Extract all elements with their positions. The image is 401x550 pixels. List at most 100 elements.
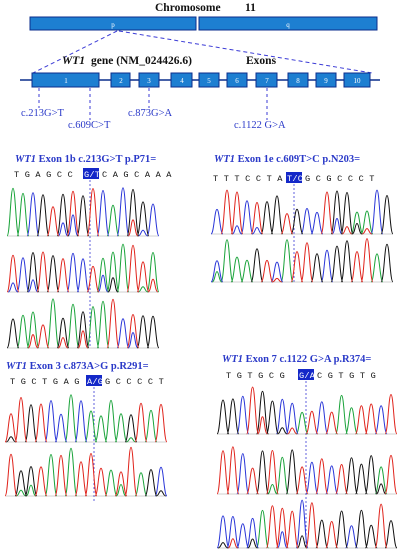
trace-peaks <box>256 449 387 495</box>
svg-text:WT1 Exon 3 c.873A>G p.R29: WT1 Exon 3 c.873A>G p.R291= <box>6 361 149 372</box>
trace-peaks <box>46 187 139 237</box>
trace-peaks <box>211 239 384 283</box>
trace-peaks <box>27 298 140 349</box>
exon-boxes <box>31 72 371 88</box>
trace-peaks <box>96 243 160 293</box>
exon-number: 4 <box>180 77 184 85</box>
chromatogram-trace <box>216 446 398 495</box>
sequence-before: T G C T G A G <box>10 377 80 387</box>
trace-peaks <box>16 298 110 349</box>
trace-peaks <box>216 390 288 435</box>
chromatogram-trace <box>210 189 394 235</box>
variant-labels: c.213G>T c.609C>T c.873G>A c.1122 G>A <box>21 108 286 131</box>
variant-label: c.873G>A <box>128 108 173 119</box>
panel-exon7-header: WT1 Exon 7 c.1122 G>A p.R374= T G T G C … <box>222 354 376 381</box>
svg-text:WT1 Exon 1b c.213G>T p.P71: WT1 Exon 1b c.213G>T p.P71= <box>15 154 156 165</box>
svg-text:WT1 Exon 7 c.1122 G>A p.R: WT1 Exon 7 c.1122 G>A p.R374= <box>222 354 371 365</box>
trace-peaks <box>350 210 374 235</box>
exon-9 <box>315 72 337 88</box>
trace-peaks <box>116 318 139 349</box>
trace-peaks <box>6 244 159 293</box>
sequence-before: T T T C C T A A <box>213 174 294 184</box>
sequence-before: T G A G C C <box>14 170 73 180</box>
trace-peaks <box>236 453 339 495</box>
exon-6 <box>226 72 248 88</box>
svg-text:WT1 Exon 1e c.609T>C p.N20: WT1 Exon 1e c.609T>C p.N203= <box>214 154 360 165</box>
trace-peaks <box>210 249 334 283</box>
exon-number: 7 <box>265 77 269 85</box>
exon-number: 8 <box>296 77 300 85</box>
trace-peaks <box>250 240 394 283</box>
exon-number: 3 <box>147 77 151 85</box>
sequence-after: C A G C A A A <box>102 170 172 180</box>
trace-peaks <box>217 509 398 549</box>
chromatogram-trace <box>210 238 394 283</box>
sequence-after: G C C C C T <box>105 377 164 387</box>
zoom-line-right <box>118 30 373 74</box>
exon-number: 5 <box>207 77 211 85</box>
exons-label: Exons <box>246 55 277 67</box>
trace-peaks <box>6 311 160 349</box>
exon-number: 10 <box>354 77 362 85</box>
sequence-before: T G T G C G <box>226 371 285 381</box>
trace-peaks <box>64 394 158 443</box>
zoom-line-left <box>32 30 118 74</box>
q-arm-label: q <box>286 21 290 29</box>
trace-peaks <box>15 447 148 497</box>
exon-10 <box>343 72 371 88</box>
trace-peaks <box>220 189 373 235</box>
chromosome-p-arm <box>29 16 197 31</box>
variant-highlight <box>298 369 314 380</box>
trace-peaks <box>44 400 88 443</box>
trace-peaks <box>256 509 269 549</box>
exon-5 <box>198 72 220 88</box>
exon-number: 6 <box>235 77 239 85</box>
trace-peaks <box>295 394 358 435</box>
gene-accession: gene (NM_024426.6) <box>91 55 192 67</box>
trace-peaks <box>236 395 388 435</box>
panel-exon1e-header: WT1 Exon 1e c.609T>C p.N203= T T T C C T… <box>213 154 374 184</box>
exon-numbers: 1 2 3 4 5 6 7 8 9 10 <box>64 77 361 85</box>
trace-peaks <box>5 404 138 443</box>
variant-base: T/C <box>287 174 303 184</box>
exon-number: 1 <box>64 77 68 85</box>
variant-label: c.1122 G>A <box>234 120 286 131</box>
trace-peaks <box>260 238 374 283</box>
trace-peaks <box>227 502 388 549</box>
trace-peaks <box>26 252 119 293</box>
trace-peaks <box>4 396 168 443</box>
chromatogram-trace <box>4 446 168 497</box>
variant-label: c.609C>T <box>68 120 111 131</box>
exon-2 <box>110 72 131 88</box>
panel-exon3-header: WT1 Exon 3 c.873A>G p.R291= T G C T G A … <box>6 361 164 387</box>
trace-peaks <box>216 499 358 549</box>
chromosome-q-arm <box>198 16 378 31</box>
chromosome-number: 11 <box>245 2 256 14</box>
exon-7 <box>255 72 278 88</box>
chromatogram-trace <box>6 187 160 237</box>
exon-4 <box>170 72 193 88</box>
trace-peaks <box>260 190 394 235</box>
chromatogram-trace <box>216 499 398 549</box>
trace-peaks <box>246 386 398 435</box>
trace-peaks <box>267 456 388 495</box>
trace-peaks <box>4 446 138 497</box>
chromatogram-trace <box>6 298 160 349</box>
exon-number: 2 <box>119 77 123 85</box>
variant-highlight <box>286 172 302 183</box>
sequence-after: C G T G T G <box>317 371 376 381</box>
variant-highlight <box>86 375 102 386</box>
variant-base: G/T <box>84 170 100 180</box>
exon-1 <box>31 72 100 88</box>
variant-pointers <box>38 88 268 120</box>
trace-peaks <box>14 466 167 497</box>
chromatogram-traces <box>4 187 398 549</box>
trace-peaks <box>210 189 384 235</box>
p-arm-label: p <box>111 21 115 29</box>
chromosome-label: Chromosome <box>155 2 221 14</box>
chromatogram-trace <box>4 394 168 443</box>
chromatogram-trace <box>6 243 160 293</box>
variant-label: c.213G>T <box>21 108 65 119</box>
trace-peaks <box>154 466 168 497</box>
